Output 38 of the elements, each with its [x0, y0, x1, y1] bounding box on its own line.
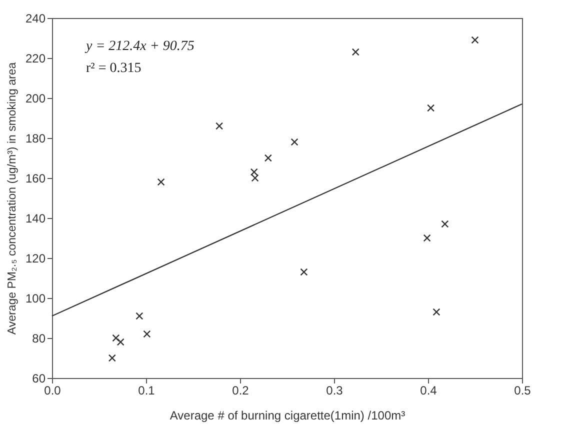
- point: [136, 312, 144, 320]
- point: [251, 174, 259, 182]
- x-tick-label: 0.4: [420, 384, 438, 398]
- annotation: r² = 0.315: [86, 61, 142, 76]
- annotation: y = 212.4x + 90.75: [84, 39, 194, 54]
- point: [471, 36, 479, 44]
- x-tick-label: 0.3: [326, 384, 344, 398]
- point: [427, 104, 435, 112]
- x-axis-title: Average # of burning cigarette(1min) /100m³: [170, 408, 406, 422]
- point: [216, 122, 224, 130]
- y-axis-title: Average PM₂.₅ concentration (ug/m³) in smoking area: [6, 62, 18, 335]
- x-tick-label: 0.1: [138, 384, 156, 398]
- y-tick-label: 80: [32, 332, 46, 346]
- y-tick-label: 200: [25, 92, 46, 106]
- x-tick-label: 0.2: [232, 384, 250, 398]
- x-tick-label: 0.0: [44, 384, 62, 398]
- point: [441, 220, 449, 228]
- y-tick-label: 100: [25, 292, 46, 306]
- x-tick-label: 0.5: [514, 384, 532, 398]
- point: [112, 334, 120, 342]
- point: [264, 154, 272, 162]
- y-tick-label: 60: [32, 372, 46, 386]
- y-tick-label: 180: [25, 132, 46, 146]
- point: [116, 338, 124, 346]
- point: [423, 234, 431, 242]
- point: [108, 354, 116, 362]
- point: [290, 138, 298, 146]
- point: [352, 48, 360, 56]
- point: [143, 330, 151, 338]
- y-tick-label: 120: [25, 252, 46, 266]
- y-tick-label: 140: [25, 212, 46, 226]
- point: [250, 168, 258, 176]
- y-tick-label: 160: [25, 172, 46, 186]
- point: [432, 308, 440, 316]
- y-tick-label: 220: [25, 52, 46, 66]
- y-tick-label: 240: [25, 12, 46, 26]
- point: [300, 268, 308, 276]
- point: [157, 178, 165, 186]
